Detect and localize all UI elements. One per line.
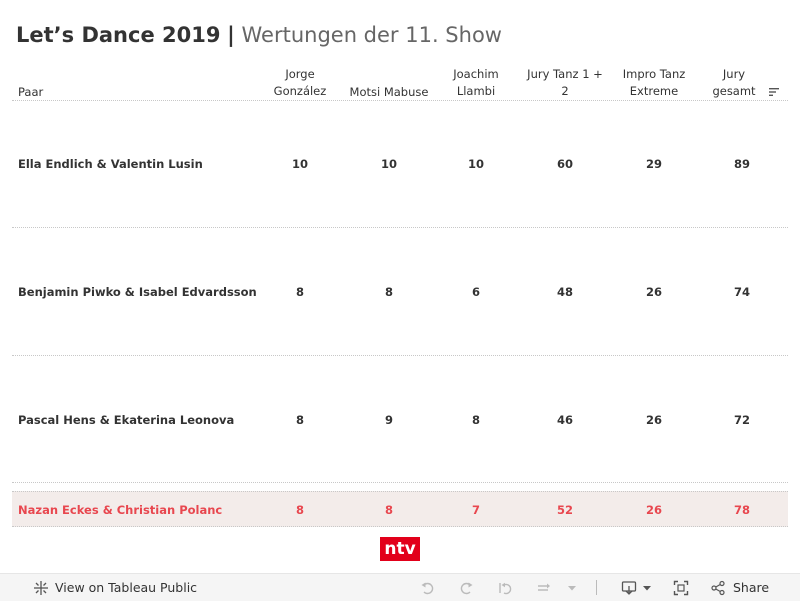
undo-icon[interactable] xyxy=(420,580,436,596)
header-jury12-line2: 2 xyxy=(561,84,569,98)
title-subtitle: Wertungen der 11. Show xyxy=(241,23,502,47)
title-main: Let’s Dance 2019 xyxy=(16,23,221,47)
revert-icon[interactable] xyxy=(498,580,514,596)
cell-jury12: 48 xyxy=(556,285,573,299)
cell-jury12: 60 xyxy=(556,157,573,171)
header-joachim-line2: Llambi xyxy=(456,84,496,98)
chevron-down-icon[interactable] xyxy=(639,580,655,596)
share-button[interactable]: Share xyxy=(733,580,770,595)
row-divider xyxy=(12,355,788,356)
cell-impro: 29 xyxy=(645,157,662,171)
chevron-down-icon[interactable] xyxy=(564,580,580,596)
cell-motsi: 9 xyxy=(384,413,393,427)
fullscreen-icon[interactable] xyxy=(673,580,689,596)
cell-jorge: 10 xyxy=(291,157,308,171)
header-total-line2: gesamt xyxy=(712,84,756,98)
row-pair-name: Pascal Hens & Ekaterina Leonova xyxy=(18,413,235,427)
tableau-toolbar: View on Tableau Public Share xyxy=(0,573,800,601)
view-on-tableau-link[interactable]: View on Tableau Public xyxy=(55,580,198,595)
cell-impro: 26 xyxy=(645,285,662,299)
title-separator: | xyxy=(227,23,235,47)
ntv-logo: ntv xyxy=(380,537,420,561)
header-pair[interactable]: Paar xyxy=(18,85,44,99)
cell-total: 74 xyxy=(733,285,750,299)
cell-jorge: 8 xyxy=(295,285,304,299)
header-impro-line2: Extreme xyxy=(629,84,679,98)
toolbar-divider xyxy=(596,580,597,595)
row-divider xyxy=(12,482,788,483)
cell-jorge: 8 xyxy=(295,503,304,517)
row-pair-name: Nazan Eckes & Christian Polanc xyxy=(18,503,223,517)
download-icon[interactable] xyxy=(621,580,637,596)
cell-jorge: 8 xyxy=(295,413,304,427)
cell-motsi: 8 xyxy=(384,285,393,299)
cell-jury12: 46 xyxy=(556,413,573,427)
cell-joachim: 7 xyxy=(471,503,480,517)
cell-motsi: 8 xyxy=(384,503,393,517)
cell-joachim: 10 xyxy=(467,157,484,171)
cell-impro: 26 xyxy=(645,413,662,427)
header-jorge-line1: Jorge xyxy=(285,67,315,81)
header-joachim[interactable]: Joachim Llambi xyxy=(440,66,512,100)
header-jorge-line2: González xyxy=(273,84,327,98)
cell-total: 89 xyxy=(733,157,750,171)
cell-total: 72 xyxy=(733,413,750,427)
cell-total: 78 xyxy=(733,503,750,517)
header-impro[interactable]: Impro Tanz Extreme xyxy=(612,66,696,100)
header-jury12[interactable]: Jury Tanz 1 + 2 xyxy=(522,66,608,100)
header-divider xyxy=(12,100,788,101)
cell-joachim: 6 xyxy=(471,285,480,299)
cell-jury12: 52 xyxy=(556,503,573,517)
cell-motsi: 10 xyxy=(380,157,397,171)
row-pair-name: Benjamin Piwko & Isabel Edvardsson xyxy=(18,285,257,299)
redo-icon[interactable] xyxy=(458,580,474,596)
header-jury12-line1: Jury Tanz 1 + xyxy=(527,67,603,81)
header-joachim-line1: Joachim xyxy=(453,67,499,81)
row-divider xyxy=(12,227,788,228)
dashboard-title: Let’s Dance 2019 | Wertungen der 11. Sho… xyxy=(16,22,502,48)
sort-descending-icon[interactable] xyxy=(768,86,780,98)
cell-joachim: 8 xyxy=(471,413,480,427)
row-pair-name: Ella Endlich & Valentin Lusin xyxy=(18,157,203,171)
tableau-logo-icon xyxy=(34,581,48,595)
header-total[interactable]: Jury gesamt xyxy=(704,66,764,100)
header-motsi[interactable]: Motsi Mabuse xyxy=(349,85,429,99)
header-impro-line1: Impro Tanz xyxy=(622,67,686,81)
refresh-icon[interactable] xyxy=(536,580,552,596)
header-total-line1: Jury xyxy=(722,67,746,81)
cell-impro: 26 xyxy=(645,503,662,517)
header-jorge[interactable]: Jorge González xyxy=(260,66,340,100)
highlighted-row-background xyxy=(12,491,788,527)
share-icon[interactable] xyxy=(710,580,726,596)
